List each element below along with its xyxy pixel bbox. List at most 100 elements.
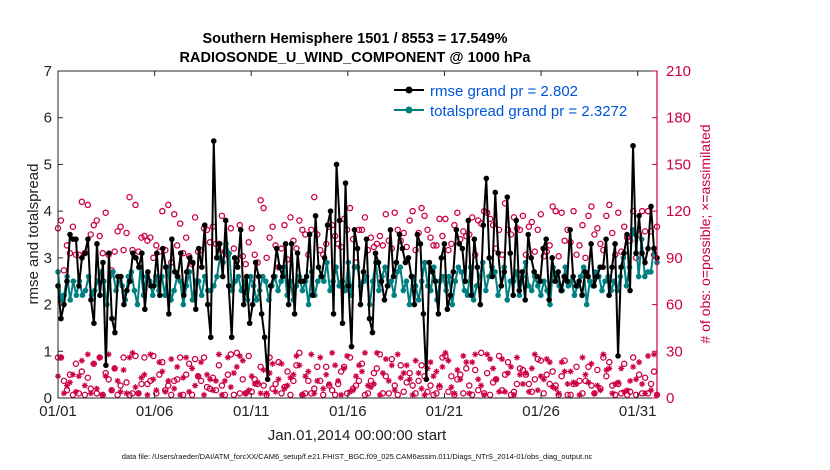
rmse-point [636, 213, 642, 219]
rmse-point [97, 292, 103, 299]
obs-assimilated-marker [341, 365, 348, 372]
rmse-point [489, 273, 496, 280]
obs-assimilated-marker [195, 373, 202, 380]
rmse-point [567, 227, 573, 233]
obs-assimilated-stroke [445, 358, 451, 364]
rmse-point [576, 278, 582, 285]
obs-assimilated-stroke [103, 373, 109, 379]
obs-assimilated-marker [230, 370, 237, 377]
obs-assimilated-stroke [630, 364, 636, 370]
obs-assimilated-stroke [264, 390, 270, 396]
spread-point [394, 269, 401, 275]
obs-assimilated-stroke [100, 392, 106, 398]
obs-possible-marker [445, 388, 452, 396]
obs-assimilated-marker [81, 382, 88, 389]
obs-assimilated-stroke [222, 378, 228, 384]
rmse-point [103, 362, 109, 369]
obs-possible-marker [451, 221, 458, 229]
obs-assimilated-stroke [433, 369, 439, 375]
obs-assimilated-stroke [284, 383, 290, 389]
obs-possible-marker [409, 207, 416, 215]
rmse-point [267, 283, 274, 289]
obs-possible-marker [60, 267, 68, 274]
obs-possible-marker [197, 377, 205, 385]
rmse-point [219, 273, 226, 280]
obs-assimilated-marker [189, 365, 196, 372]
spread-point [247, 273, 254, 280]
obs-possible-marker [460, 228, 467, 235]
rmse-series [55, 138, 660, 383]
rmse-point [540, 245, 546, 252]
obs-possible-marker [245, 352, 252, 360]
rmse-point [459, 245, 466, 252]
y-tick-label: 2 [44, 297, 52, 314]
obs-assimilated-marker [272, 388, 279, 395]
legend-spread-label: totalspread grand pr = 2.3272 [430, 103, 627, 120]
obs-possible-marker [90, 221, 98, 229]
obs-assimilated-stroke [156, 359, 162, 365]
obs-possible-marker [537, 211, 545, 218]
obs-assimilated-stroke [422, 392, 428, 398]
obs-assimilated-marker [645, 352, 652, 359]
obs-assimilated-stroke [562, 369, 568, 375]
obs-assimilated-marker [320, 385, 327, 392]
obs-possible-marker [576, 242, 583, 249]
obs-assimilated-stroke [225, 354, 231, 361]
obs-assimilated-marker [242, 390, 249, 397]
obs-assimilated-stroke [514, 354, 520, 361]
obs-assimilated-marker [618, 365, 625, 372]
obs-assimilated-stroke [147, 351, 153, 357]
obs-assimilated-stroke [305, 369, 311, 375]
obs-assimilated-marker [329, 349, 336, 356]
spread-point [388, 278, 394, 285]
obs-assimilated-marker [60, 390, 67, 397]
obs-assimilated-marker [531, 351, 538, 358]
obs-possible-marker [191, 355, 199, 363]
rmse-point [324, 222, 331, 228]
obs-possible-marker [433, 390, 440, 397]
x-tick-label: 01/31 [619, 403, 657, 420]
obs-assimilated-marker [96, 354, 103, 361]
obs-possible-marker [269, 223, 276, 230]
obs-assimilated-marker [165, 377, 172, 384]
obs-assimilated-marker [129, 349, 136, 356]
rmse-point [255, 273, 262, 280]
obs-possible-marker [564, 391, 571, 399]
spread-point [314, 278, 321, 285]
obs-possible-marker [567, 391, 574, 399]
obs-possible-marker [454, 209, 461, 216]
obs-possible-marker [328, 386, 336, 394]
obs-possible-marker [552, 207, 559, 215]
obs-possible-marker [272, 380, 279, 388]
obs-possible-marker [123, 379, 130, 386]
y-tick-label: 1 [44, 343, 52, 360]
obs-possible-marker [322, 363, 330, 371]
obs-assimilated-stroke [585, 379, 591, 385]
obs-assimilated-stroke [144, 392, 150, 398]
obs-assimilated-stroke [436, 383, 442, 389]
rmse-point [172, 269, 178, 275]
obs-possible-marker [129, 390, 136, 397]
obs-assimilated-marker [212, 377, 219, 384]
obs-assimilated-stroke [338, 392, 344, 398]
spread-point [327, 287, 333, 294]
rmse-point [160, 245, 166, 252]
obs-assimilated-marker [394, 351, 401, 358]
rmse-point [112, 329, 118, 336]
obs-assimilated-marker [418, 385, 425, 392]
obs-assimilated-stroke [609, 390, 615, 396]
spread-point [535, 283, 541, 289]
spread-point [565, 283, 572, 289]
obs-assimilated-stroke [106, 351, 112, 357]
x-tick-label: 01/16 [329, 403, 367, 420]
rmse-point [106, 250, 112, 256]
rmse-point [136, 264, 142, 271]
rmse-point [573, 283, 579, 289]
spread-point [492, 269, 498, 275]
spread-point [431, 264, 437, 271]
y-tick-label: 4 [44, 203, 52, 220]
spread-point [376, 287, 382, 294]
rmse-point [180, 292, 187, 299]
rmse-point [405, 255, 412, 261]
obs-assimilated-marker [204, 371, 211, 378]
